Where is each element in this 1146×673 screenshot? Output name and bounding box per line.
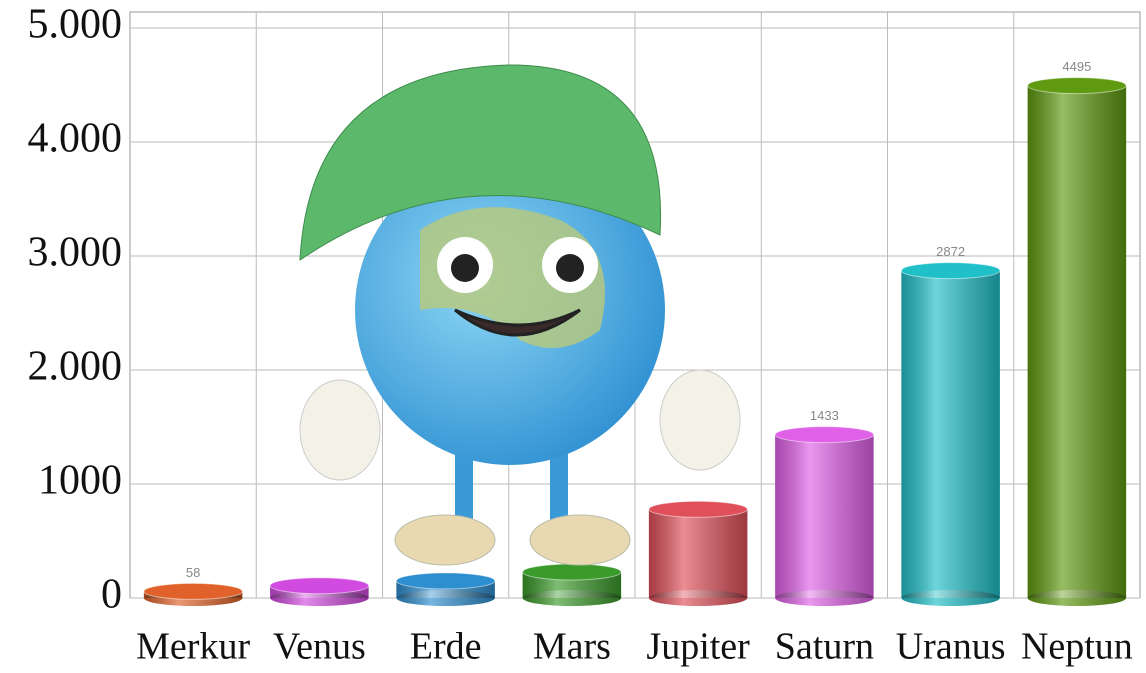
bar-shade xyxy=(648,509,748,598)
x-tick-label: Saturn xyxy=(775,626,874,668)
bar-top xyxy=(648,500,748,518)
bar-shade xyxy=(775,434,874,598)
bar-shade xyxy=(901,270,1000,598)
bar-top xyxy=(143,582,243,600)
glove xyxy=(659,369,741,471)
bar xyxy=(900,262,1001,606)
bar-bottom-shade xyxy=(522,590,622,606)
mascot xyxy=(299,64,741,566)
shoe xyxy=(394,514,496,566)
y-tick-label: 3.000 xyxy=(28,230,123,276)
y-tick-label: 1000 xyxy=(38,458,122,504)
bar-bottom-shade xyxy=(901,590,1000,606)
y-tick-label: 4.000 xyxy=(28,116,123,162)
x-tick-label: Neptun xyxy=(1021,626,1133,668)
value-label: 4495 xyxy=(1062,59,1091,74)
x-tick-label: Venus xyxy=(273,626,366,668)
value-label: 2872 xyxy=(936,244,965,259)
bar-bottom-shade xyxy=(396,590,495,606)
x-tick-label: Uranus xyxy=(896,626,1006,668)
bar xyxy=(395,572,496,606)
bar-bottom-shade xyxy=(648,590,748,606)
value-label: 58 xyxy=(186,565,200,580)
x-tick-label: Erde xyxy=(410,626,482,668)
bar-bottom-shade xyxy=(775,590,874,606)
bar-bottom-shade xyxy=(270,590,369,606)
bar-shade xyxy=(1027,85,1127,598)
bar xyxy=(143,582,243,606)
x-tick-label: Jupiter xyxy=(646,626,750,668)
mouth xyxy=(454,308,581,337)
bar-top xyxy=(395,572,496,590)
leg xyxy=(455,450,473,520)
bar-top xyxy=(774,426,875,444)
x-tick-label: Mars xyxy=(533,626,611,668)
glove xyxy=(299,379,381,481)
bar xyxy=(774,426,875,606)
y-tick-label: 0 xyxy=(101,572,122,618)
bar-bottom-shade xyxy=(1027,590,1127,606)
leg xyxy=(550,450,568,520)
bar-top xyxy=(1027,77,1127,95)
bar-top xyxy=(522,563,622,581)
bar-top xyxy=(900,262,1001,280)
y-tick-label: 5.000 xyxy=(28,2,123,48)
bar-top xyxy=(269,577,370,595)
value-label: 1433 xyxy=(810,408,839,423)
x-tick-label: Merkur xyxy=(136,626,250,668)
bar xyxy=(1027,77,1127,606)
cap xyxy=(299,64,662,261)
bar xyxy=(269,577,370,606)
pupil xyxy=(451,254,479,282)
pupil xyxy=(556,254,584,282)
y-tick-label: 2.000 xyxy=(28,344,123,390)
shoe xyxy=(529,514,631,566)
bar xyxy=(648,500,748,606)
bar xyxy=(522,563,622,606)
